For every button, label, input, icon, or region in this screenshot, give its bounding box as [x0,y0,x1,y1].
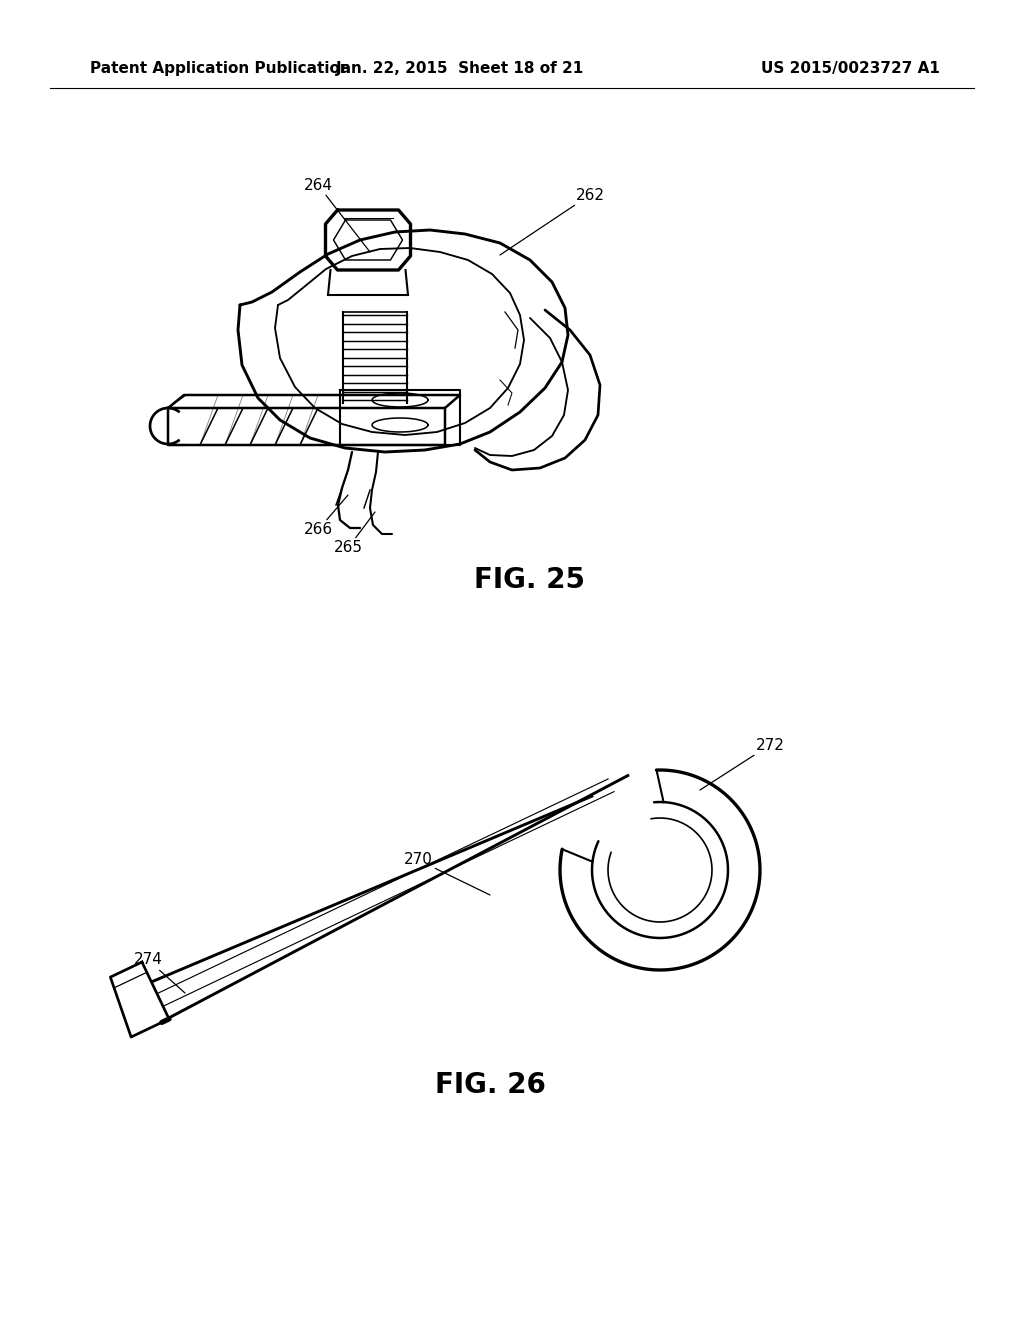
Text: FIG. 26: FIG. 26 [434,1071,546,1100]
Text: 272: 272 [700,738,784,789]
Text: 270: 270 [403,853,490,895]
Text: FIG. 25: FIG. 25 [474,566,586,594]
Text: 265: 265 [334,512,375,556]
Text: 264: 264 [303,177,370,252]
Text: 274: 274 [133,953,185,993]
Text: US 2015/0023727 A1: US 2015/0023727 A1 [761,61,940,75]
Text: 266: 266 [303,495,348,537]
Text: Jan. 22, 2015  Sheet 18 of 21: Jan. 22, 2015 Sheet 18 of 21 [336,61,584,75]
Text: Patent Application Publication: Patent Application Publication [90,61,351,75]
Text: 262: 262 [500,187,604,255]
